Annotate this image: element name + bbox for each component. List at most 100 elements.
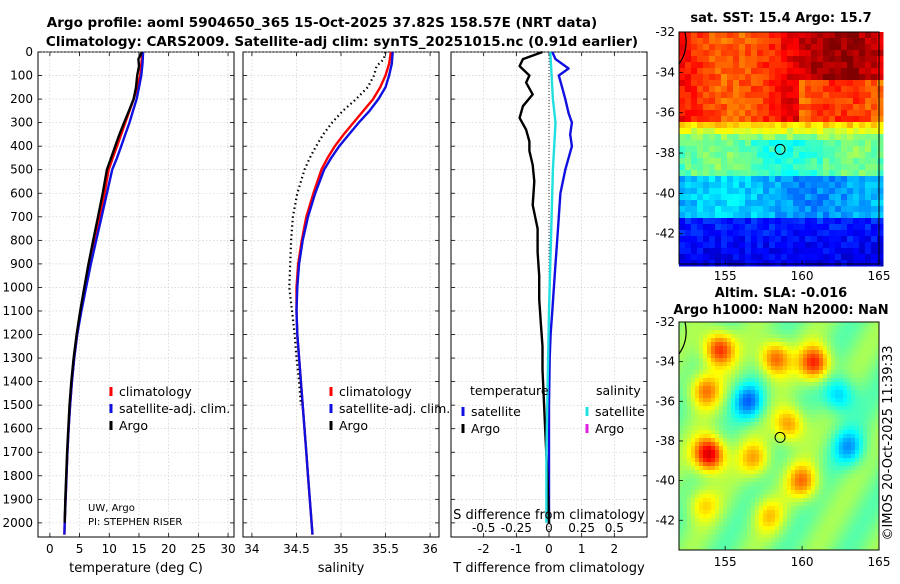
heatmap-cell [687, 358, 692, 363]
heatmap-cell [807, 430, 812, 435]
timestamp: ©IMOS 20-Oct-2025 11:39:33 [881, 345, 896, 540]
heatmap-cell [819, 478, 824, 483]
heatmap-cell [703, 430, 708, 435]
heatmap-cell [793, 32, 800, 39]
heatmap-cell [775, 110, 782, 117]
heatmap-cell [859, 374, 864, 379]
heatmap-cell [755, 406, 760, 411]
heatmap-cell [683, 446, 688, 451]
heatmap-cell [723, 402, 728, 407]
heatmap-cell [747, 454, 752, 459]
heatmap-cell [739, 242, 746, 249]
heatmap-cell [817, 230, 824, 237]
heatmap-cell [859, 32, 866, 39]
heatmap-cell [709, 80, 716, 87]
heatmap-cell [823, 390, 828, 395]
heatmap-cell [787, 68, 794, 75]
heatmap-cell [843, 542, 848, 547]
heatmap-cell [733, 248, 740, 255]
heatmap-cell [781, 140, 788, 147]
heatmap-cell [787, 406, 792, 411]
heatmap-cell [817, 128, 824, 135]
heatmap-cell [763, 358, 768, 363]
heatmap-cell [875, 366, 880, 371]
heatmap-cell [847, 534, 852, 539]
heatmap-cell [679, 206, 686, 213]
heatmap-cell [679, 530, 684, 535]
heatmap-cell [819, 406, 824, 411]
heatmap-cell [853, 80, 860, 87]
heatmap-cell [811, 62, 818, 69]
heatmap-cell [865, 230, 872, 237]
heatmap-cell [727, 530, 732, 535]
heatmap-cell [815, 374, 820, 379]
heatmap-cell [685, 224, 692, 231]
heatmap-cell [865, 170, 872, 177]
heatmap-cell [743, 426, 748, 431]
heatmap-cell [743, 498, 748, 503]
heatmap-cell [795, 398, 800, 403]
heatmap-cell [687, 510, 692, 515]
heatmap-cell [755, 346, 760, 351]
heatmap-cell [847, 338, 852, 343]
heatmap-cell [715, 394, 720, 399]
heatmap-cell [863, 350, 868, 355]
heatmap-cell [807, 470, 812, 475]
heatmap-cell [775, 170, 782, 177]
heatmap-cell [875, 502, 880, 507]
heatmap-cell [743, 346, 748, 351]
heatmap-cell [691, 116, 698, 123]
heatmap-cell [779, 466, 784, 471]
heatmap-cell [769, 254, 776, 261]
heatmap-cell [775, 44, 782, 51]
heatmap-cell [831, 414, 836, 419]
heatmap-cell [691, 450, 696, 455]
x-tick-label: 10 [102, 542, 117, 556]
heatmap-cell [727, 494, 732, 499]
heatmap-cell [843, 466, 848, 471]
heatmap-cell [855, 534, 860, 539]
heatmap-cell [755, 546, 760, 551]
heatmap-cell [683, 474, 688, 479]
heatmap-cell [871, 212, 878, 219]
heatmap-cell [707, 474, 712, 479]
heatmap-cell [875, 338, 880, 343]
heatmap-cell [835, 422, 840, 427]
heatmap-cell [799, 326, 804, 331]
heatmap-cell [679, 370, 684, 375]
heatmap-cell [747, 366, 752, 371]
heatmap-cell [755, 538, 760, 543]
heatmap-cell [763, 134, 770, 141]
heatmap-cell [855, 394, 860, 399]
heatmap-cell [835, 140, 842, 147]
heatmap-cell [811, 398, 816, 403]
heatmap-cell [747, 478, 752, 483]
heatmap-cell [763, 110, 770, 117]
heatmap-cell [865, 188, 872, 195]
heatmap-cell [727, 182, 734, 189]
heatmap-cell [843, 498, 848, 503]
heatmap-cell [751, 128, 758, 135]
heatmap-cell [703, 542, 708, 547]
heatmap-cell [775, 326, 780, 331]
heatmap-cell [859, 546, 864, 551]
heatmap-cell [815, 466, 820, 471]
heatmap-cell [703, 458, 708, 463]
heatmap-cell [863, 354, 868, 359]
heatmap-cell [779, 410, 784, 415]
heatmap-cell [841, 134, 848, 141]
heatmap-cell [823, 454, 828, 459]
heatmap-cell [843, 338, 848, 343]
heatmap-cell [775, 454, 780, 459]
heatmap-cell [851, 514, 856, 519]
heatmap-cell [819, 470, 824, 475]
heatmap-cell [703, 426, 708, 431]
heatmap-cell [841, 254, 848, 261]
heatmap-cell [751, 426, 756, 431]
heatmap-cell [793, 98, 800, 105]
heatmap-cell [687, 378, 692, 383]
heatmap-cell [831, 538, 836, 543]
heatmap-cell [793, 170, 800, 177]
heatmap-cell [715, 158, 722, 165]
heatmap-cell [691, 406, 696, 411]
